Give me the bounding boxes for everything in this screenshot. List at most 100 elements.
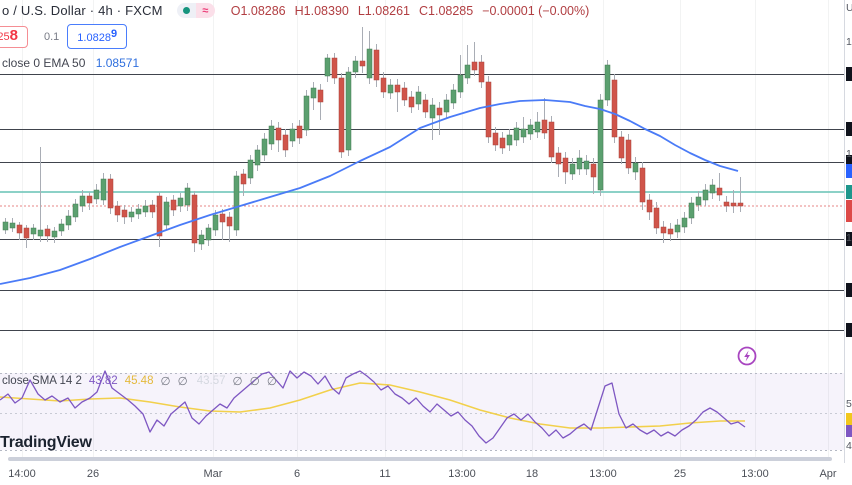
candle-up — [674, 224, 681, 233]
price-axis-badge — [846, 425, 852, 437]
ohlc-item: L1.08261 — [357, 3, 410, 18]
candle-up — [142, 205, 149, 213]
candle-up — [65, 215, 72, 226]
candle-up — [443, 99, 450, 113]
ema-legend-value: 1.08571 — [95, 56, 140, 70]
candle-up — [310, 87, 317, 99]
candle-down — [394, 84, 401, 93]
candle-up — [681, 217, 688, 228]
candle-down — [590, 163, 597, 178]
candle-down — [730, 202, 737, 207]
candle-down — [737, 202, 744, 207]
rsi-value: 43.82 — [88, 375, 118, 387]
price-axis-badge — [846, 323, 852, 337]
candle-up — [632, 162, 639, 173]
time-axis-label: 13:00 — [589, 468, 617, 480]
candle-down — [625, 139, 632, 169]
candle-up — [534, 121, 541, 133]
time-axis-label: 25 — [673, 468, 687, 480]
ema-legend-text: close 0 EMA 50 — [2, 56, 86, 70]
candle-down — [499, 137, 506, 149]
candle-down — [359, 60, 366, 67]
candle-down — [373, 49, 380, 81]
candle-down — [653, 207, 660, 229]
price-axis-badge — [846, 67, 852, 81]
price-axis[interactable]: U 1 1 1 5 4 — [845, 0, 852, 485]
candle-up — [212, 214, 219, 231]
candle-down — [226, 216, 233, 227]
candle-down — [478, 61, 485, 83]
candle-down — [716, 187, 723, 196]
candle-down — [541, 119, 548, 134]
price-axis-badge — [846, 200, 852, 222]
data-status-pill[interactable]: ≈ — [176, 3, 215, 18]
candle-up — [457, 74, 464, 93]
time-axis-label: 13:00 — [448, 468, 476, 480]
ema-legend[interactable]: close 0 EMA 50 1.08571 — [2, 56, 139, 70]
candle-down — [408, 96, 415, 108]
candle-down — [555, 152, 562, 165]
candle-up — [702, 189, 709, 201]
time-axis-label: 14:00 — [8, 468, 36, 480]
pane-divider-handle[interactable] — [8, 457, 832, 461]
candle-up — [597, 99, 604, 191]
candle-up — [163, 201, 170, 226]
candle-up — [576, 157, 583, 170]
time-axis-label: 11 — [379, 468, 391, 480]
candle-up — [79, 195, 86, 207]
delayed-data-icon: ≈ — [195, 3, 215, 18]
buy-button[interactable]: 1.08289 — [67, 24, 128, 49]
sell-button[interactable]: 1.08258 — [0, 25, 28, 48]
price-axis-badge — [846, 164, 852, 178]
rsi-empty-values: ∅ ∅ — [160, 376, 190, 388]
rsi-legend-text: close SMA 14 2 — [2, 375, 82, 387]
candle-up — [37, 229, 44, 237]
candle-up — [205, 227, 212, 241]
price-axis-label: 1 — [846, 36, 852, 48]
symbol-title[interactable]: o / U.S. Dollar · 4h · FXCM — [2, 3, 163, 18]
candle-down — [156, 195, 163, 237]
candle-down — [86, 195, 93, 204]
candle-up — [604, 64, 611, 101]
tradingview-logo[interactable]: TradingView — [0, 434, 92, 451]
ema50-line[interactable] — [0, 99, 739, 285]
candle-up — [30, 227, 37, 235]
candle-down — [562, 157, 569, 173]
candle-up — [100, 178, 107, 201]
candle-down — [282, 134, 289, 151]
candle-up — [51, 230, 58, 238]
candle-down — [317, 89, 324, 103]
candle-up — [93, 189, 100, 200]
ohlc-item: O1.08286 — [230, 3, 286, 18]
candle-down — [338, 77, 345, 153]
time-axis-label: 26 — [86, 468, 100, 480]
candle-down — [548, 121, 555, 158]
spread-value: 0.1 — [44, 30, 60, 43]
candle-up — [9, 222, 16, 229]
price-axis-badge — [846, 232, 852, 246]
boost-circle — [737, 346, 757, 366]
time-axis-label: Apr — [819, 468, 837, 480]
rsi-legend[interactable]: close SMA 14 2 43.82 45.48 ∅ ∅ 43.57 ∅ ∅… — [2, 374, 279, 388]
candle-down — [611, 79, 618, 138]
candle-down — [723, 201, 730, 207]
boost-button[interactable] — [736, 345, 758, 367]
candle-down — [660, 226, 667, 234]
price-axis-label: 1 — [846, 148, 852, 160]
candle-up — [2, 221, 9, 231]
time-axis[interactable]: 14:00 26 Mar 6 11 13:00 18 13:00 25 13:00 Apr — [0, 463, 852, 485]
rsi-sma-value: 45.48 — [124, 375, 154, 387]
candle-down — [492, 132, 499, 146]
rsi-line[interactable] — [0, 370, 746, 444]
rsi-faint-value: 43.57 — [196, 375, 226, 387]
price-axis-badge — [846, 122, 852, 136]
candle-down — [16, 224, 23, 234]
candle-up — [268, 125, 275, 145]
candle-up — [709, 184, 716, 194]
time-axis-label: 13:00 — [741, 468, 769, 480]
time-axis-label: Mar — [203, 468, 223, 480]
candle-up — [72, 203, 79, 218]
candle-down — [107, 178, 114, 209]
chart-legend-row[interactable]: o / U.S. Dollar · 4h · FXCM ≈ O1.08286 H1… — [2, 3, 589, 18]
